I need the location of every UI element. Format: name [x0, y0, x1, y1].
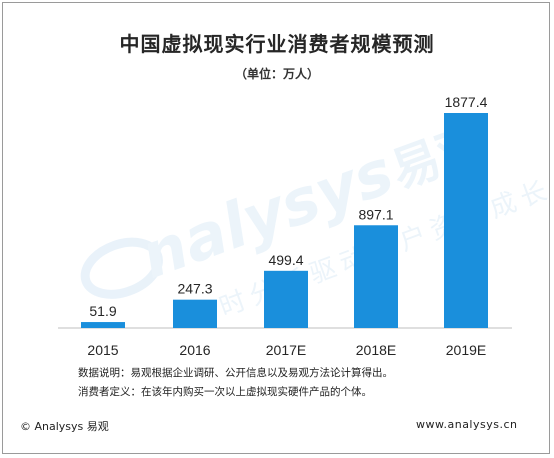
- data-label-2019E: 1877.4: [445, 94, 488, 110]
- data-label-2016: 247.3: [177, 281, 212, 297]
- x-tick-label-2017E: 2017E: [266, 342, 306, 358]
- bar-2018E: [354, 225, 398, 328]
- x-tick-label-2019E: 2019E: [446, 342, 486, 358]
- consumer-definition-note: 消费者定义：在该年内购买一次以上虚拟现实硬件产品的个体。: [78, 386, 372, 398]
- notes-block: 数据说明：易观根据企业调研、公开信息以及易观方法论计算得出。 消费者定义：在该年…: [78, 364, 393, 402]
- unit-label: （单位：万人）: [234, 67, 319, 81]
- bar-2015: [81, 322, 125, 328]
- bar-2017E: [264, 270, 308, 328]
- data-source-note: 数据说明：易观根据企业调研、公开信息以及易观方法论计算得出。: [78, 367, 393, 379]
- x-tick-label-2016: 2016: [179, 342, 210, 358]
- bar-2019E: [444, 113, 488, 328]
- x-tick-label-2015: 2015: [87, 342, 118, 358]
- copyright-text: © Analysys 易观: [20, 420, 109, 433]
- website-link[interactable]: www.analysys.cn: [416, 418, 518, 431]
- chart-title: 中国虚拟现实行业消费者规模预测: [119, 32, 435, 56]
- x-tick-label-2018E: 2018E: [356, 342, 396, 358]
- data-label-2015: 51.9: [89, 303, 116, 319]
- bar-2016: [173, 299, 217, 328]
- data-label-2017E: 499.4: [268, 252, 303, 268]
- data-label-2018E: 897.1: [358, 206, 393, 222]
